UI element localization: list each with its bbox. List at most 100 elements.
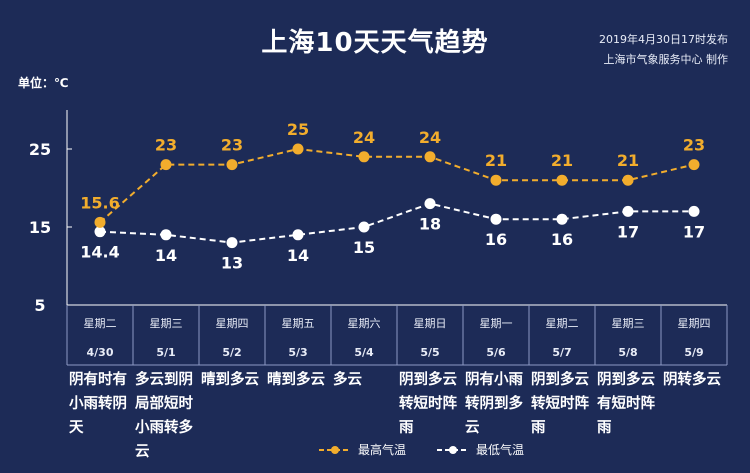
low-line bbox=[99, 202, 694, 244]
low-data-label: 14.4 bbox=[80, 243, 119, 262]
weekday-label: 星期一 bbox=[480, 317, 513, 330]
low-point bbox=[358, 221, 370, 233]
y-axis-unit: 单位：℃ bbox=[18, 76, 69, 90]
weekday-label: 星期四 bbox=[678, 317, 711, 330]
weather-text: 云 bbox=[465, 420, 480, 436]
low-data-label: 13 bbox=[221, 254, 243, 273]
high-point bbox=[160, 159, 172, 171]
weather-text: 多云到阴 bbox=[135, 370, 193, 388]
date-label: 5/3 bbox=[288, 346, 307, 359]
weekday-label: 星期三 bbox=[150, 317, 183, 330]
weekday-label: 星期二 bbox=[546, 317, 579, 330]
weather-text: 阴有时有 bbox=[69, 370, 127, 388]
weekday-label: 星期二 bbox=[84, 317, 117, 330]
date-label: 5/4 bbox=[354, 346, 374, 359]
date-label: 5/1 bbox=[156, 346, 175, 359]
low-point bbox=[226, 237, 238, 249]
high-line bbox=[99, 147, 695, 224]
publish-info: 2019年4月30日17时发布 上海市气象服务中心 制作 bbox=[599, 30, 728, 70]
date-label: 5/7 bbox=[552, 346, 571, 359]
weather-text: 转短时阵 bbox=[531, 394, 589, 412]
page-title: 上海10天天气趋势 bbox=[261, 28, 489, 58]
weekday-label: 星期四 bbox=[216, 317, 249, 330]
low-point bbox=[160, 229, 172, 241]
weekday-label: 星期六 bbox=[348, 317, 381, 330]
low-data-label: 15 bbox=[353, 238, 375, 257]
weather-text: 小雨转阴 bbox=[69, 394, 127, 412]
low-point bbox=[688, 205, 700, 217]
high-point bbox=[490, 174, 502, 186]
weather-text: 晴到多云 bbox=[267, 370, 325, 388]
weather-text: 雨 bbox=[531, 419, 546, 436]
publish-time: 2019年4月30日17时发布 bbox=[599, 33, 728, 46]
weather-text: 天 bbox=[69, 419, 84, 436]
weekday-label: 星期三 bbox=[612, 317, 645, 330]
low-data-label: 17 bbox=[617, 222, 639, 241]
high-data-label: 15.6 bbox=[80, 193, 119, 212]
low-data-label: 14 bbox=[155, 246, 177, 265]
high-point bbox=[688, 159, 700, 171]
high-data-label: 24 bbox=[353, 128, 375, 147]
low-data-label: 17 bbox=[683, 222, 705, 241]
high-point bbox=[94, 216, 106, 228]
weather-text: 雨 bbox=[399, 419, 414, 436]
low-data-label: 16 bbox=[551, 230, 573, 249]
legend-high-swatch bbox=[319, 445, 351, 454]
weekday-label: 星期日 bbox=[414, 317, 447, 330]
high-series: 15.6 23 23 25 24 24 21 21 21 23 bbox=[80, 120, 705, 228]
weather-text: 云 bbox=[135, 444, 150, 460]
high-data-label: 24 bbox=[419, 128, 441, 147]
date-label: 5/2 bbox=[222, 346, 241, 359]
weather-text: 阴到多云 bbox=[531, 370, 589, 388]
low-point bbox=[292, 229, 304, 241]
high-point bbox=[556, 174, 568, 186]
date-label: 5/6 bbox=[486, 346, 506, 359]
date-label: 5/5 bbox=[420, 346, 439, 359]
weather-text: 阴有小雨 bbox=[465, 370, 523, 388]
weather-text: 小雨转多 bbox=[135, 418, 193, 436]
chart-legend: 最高气温 最低气温 bbox=[318, 441, 554, 458]
low-data-label: 16 bbox=[485, 230, 507, 249]
high-point bbox=[424, 151, 436, 163]
legend-low-label: 最低气温 bbox=[476, 443, 525, 457]
high-point bbox=[358, 151, 370, 163]
high-data-label: 25 bbox=[287, 120, 309, 139]
weather-text: 转阴到多 bbox=[465, 394, 523, 412]
weather-text: 晴到多云 bbox=[201, 370, 259, 388]
date-label: 5/9 bbox=[684, 346, 703, 359]
legend-low-swatch bbox=[437, 445, 470, 454]
low-data-label: 14 bbox=[287, 246, 309, 265]
weather-text: 有短时阵 bbox=[597, 394, 655, 412]
low-point bbox=[556, 213, 568, 225]
weather-text: 阴到多云 bbox=[597, 370, 655, 388]
publisher: 上海市气象服务中心 制作 bbox=[603, 53, 729, 66]
high-data-label: 21 bbox=[485, 151, 507, 170]
high-data-label: 21 bbox=[617, 151, 639, 170]
date-label: 5/8 bbox=[618, 346, 637, 359]
y-tick-label: 25 bbox=[29, 140, 51, 159]
low-series: 14.4 14 13 14 15 18 16 16 17 17 bbox=[80, 198, 705, 273]
low-data-label: 18 bbox=[419, 215, 441, 234]
low-point bbox=[424, 198, 436, 210]
high-point bbox=[622, 174, 634, 186]
low-point bbox=[490, 213, 502, 225]
high-point bbox=[292, 143, 304, 155]
day-columns: 星期二4/30阴有时有小雨转阴天星期三5/1多云到阴局部短时小雨转多云星期四5/… bbox=[66, 305, 728, 460]
legend-low: 最低气温 bbox=[436, 441, 524, 458]
legend-high-label: 最高气温 bbox=[358, 443, 407, 457]
y-tick-label: 15 bbox=[29, 218, 51, 237]
weather-text: 阴到多云 bbox=[399, 370, 457, 388]
low-point bbox=[94, 226, 106, 238]
high-point bbox=[226, 159, 238, 171]
weather-text: 雨 bbox=[597, 419, 612, 436]
high-data-label: 23 bbox=[155, 136, 177, 155]
weather-text: 转短时阵 bbox=[399, 394, 457, 412]
weekday-label: 星期五 bbox=[282, 317, 315, 330]
weather-text: 局部短时 bbox=[135, 394, 193, 412]
high-data-label: 21 bbox=[551, 151, 573, 170]
weather-text: 阴转多云 bbox=[663, 370, 721, 388]
low-point bbox=[622, 205, 634, 217]
high-data-label: 23 bbox=[683, 136, 705, 155]
axes: 5 15 25 bbox=[29, 110, 727, 315]
